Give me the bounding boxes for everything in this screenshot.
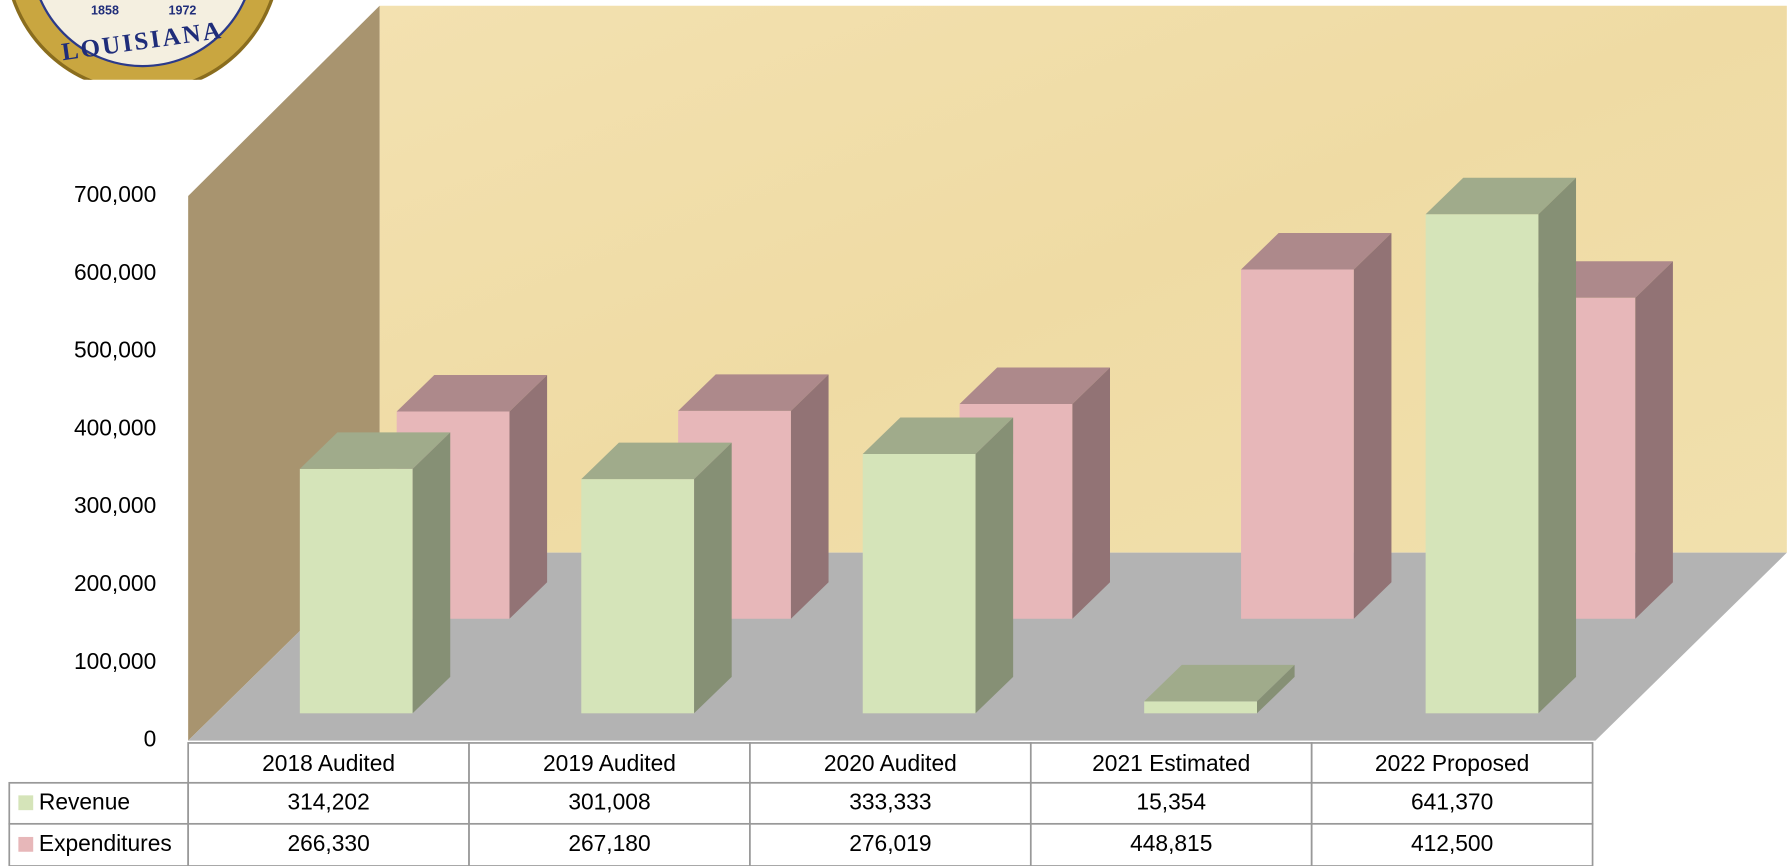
table-cell [468, 742, 751, 784]
x-tick-label: 2019 Audited [543, 750, 676, 776]
bar-side [1256, 664, 1295, 714]
bar-top [299, 432, 451, 469]
table-cell [1310, 742, 1594, 784]
bar [299, 468, 413, 714]
table-cell [468, 781, 751, 825]
bar-top [1425, 177, 1577, 215]
x-tick-label: 2022 Proposed [1375, 750, 1529, 776]
bar-side [694, 442, 732, 714]
table-cell [187, 781, 470, 825]
y-tick-label: 200,000 [74, 570, 156, 596]
table-value: 314,202 [287, 788, 369, 814]
table-cell [1310, 822, 1594, 866]
table-value: 15,354 [1136, 788, 1206, 814]
table-value: 276,019 [849, 830, 931, 856]
bar [1241, 269, 1354, 619]
legend-cell [8, 822, 190, 866]
bar-side [509, 375, 548, 619]
table-value: 266,330 [287, 830, 369, 856]
x-tick-label: 2021 Estimated [1092, 750, 1250, 776]
table-cell [1029, 742, 1313, 784]
y-tick-label: 700,000 [74, 181, 156, 207]
table-cell [749, 742, 1032, 784]
y-tick-label: 0 [144, 726, 157, 752]
legend-label: Revenue [39, 788, 130, 814]
bar [862, 453, 976, 714]
bar-top [581, 442, 732, 480]
bar-side [1635, 261, 1673, 619]
y-tick-label: 600,000 [74, 259, 156, 285]
logo: 1858 1972 LOUISIANA [11, 0, 274, 80]
bar [1425, 214, 1539, 714]
y-tick-label: 300,000 [74, 492, 156, 518]
bar-side [790, 374, 829, 619]
bar-top [678, 374, 829, 411]
bar-top [1241, 233, 1392, 270]
y-tick-label: 400,000 [74, 414, 156, 440]
legend-cell [8, 781, 190, 825]
logo-year: 1858 [91, 4, 119, 18]
bar-top [1144, 664, 1295, 702]
table-cell [1029, 781, 1313, 825]
bar-side [1072, 367, 1110, 619]
bar-side [412, 432, 451, 714]
logo-year: 1972 [169, 4, 197, 18]
bar-side [1353, 233, 1392, 619]
table-cell [749, 781, 1032, 825]
bar [581, 479, 695, 714]
legend-swatch [18, 836, 34, 852]
y-tick-label: 100,000 [74, 648, 156, 674]
table-value: 448,815 [1130, 830, 1212, 856]
bar-side [975, 417, 1014, 714]
table-value: 412,500 [1411, 830, 1493, 856]
table-value: 267,180 [568, 830, 650, 856]
bar-side [1538, 177, 1577, 714]
x-tick-label: 2020 Audited [824, 750, 957, 776]
table-cell [187, 822, 470, 866]
table-value: 301,008 [568, 788, 650, 814]
bar-top [959, 367, 1110, 404]
bar-top [862, 417, 1014, 454]
table-value: 641,370 [1411, 788, 1493, 814]
x-tick-label: 2018 Audited [262, 750, 395, 776]
legend-label: Expenditures [39, 830, 172, 856]
y-tick-label: 500,000 [74, 337, 156, 363]
bar [1144, 701, 1257, 714]
legend-swatch [18, 795, 34, 811]
table-value: 333,333 [849, 788, 931, 814]
bar-top [396, 375, 548, 412]
